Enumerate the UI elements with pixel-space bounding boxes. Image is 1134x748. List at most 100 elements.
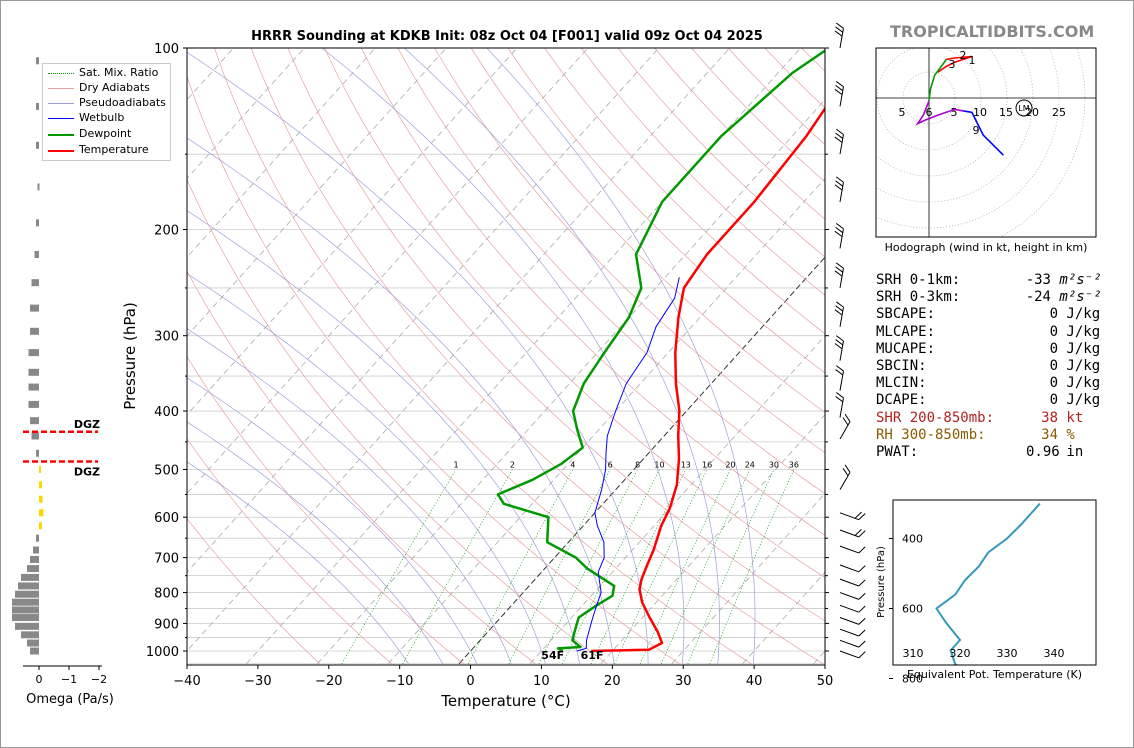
x-tick-label: 40	[746, 674, 763, 689]
stat-label: MLCIN:	[876, 375, 927, 392]
mixing-ratio-line	[467, 469, 574, 664]
wind-barb	[834, 262, 844, 289]
wind-barb-flag	[835, 335, 844, 342]
wind-barbs	[834, 22, 866, 659]
mixing-ratio-line	[687, 469, 775, 664]
hodograph-height-label: 2	[960, 49, 967, 62]
omega-bar	[28, 368, 39, 376]
stat-row: PWAT: 0.96 in	[876, 444, 1102, 461]
theta-e-y-tick-label: 400	[902, 533, 923, 546]
skewt-plot-frame	[186, 47, 826, 666]
theta-e-y-tick-label: 600	[902, 603, 923, 616]
storm-motion-lm-label: LM	[1018, 104, 1029, 113]
dry-adiabat-line	[360, 48, 825, 536]
stat-unit: %	[1058, 426, 1075, 443]
storm-motion-marker	[1015, 99, 1033, 117]
wind-barb-flag	[835, 22, 844, 29]
omega-bar	[36, 219, 39, 227]
hodograph-trace	[937, 55, 973, 73]
mixing-ratio-label: 8	[635, 460, 640, 469]
omega-bar	[27, 565, 39, 573]
wind-barb-staff	[839, 268, 844, 289]
wind-barb-staff	[839, 370, 844, 391]
stat-value: 0	[1049, 323, 1058, 340]
pseudoadiabat-line	[187, 328, 512, 664]
omega-bar	[12, 598, 39, 606]
hodograph-ring-label: 20	[1025, 106, 1039, 119]
mixing-ratio-line	[639, 469, 731, 664]
dry-adiabat-line	[187, 178, 608, 665]
dgz-label: DGZ	[74, 418, 100, 431]
hodograph-ring-label: 25	[1052, 106, 1066, 119]
stat-label: MLCAPE:	[876, 323, 936, 340]
pseudoadiabat-line	[187, 461, 409, 664]
hodograph-trace	[928, 58, 947, 101]
surface-dewpoint-label: 54F	[541, 649, 564, 662]
wind-barb	[834, 81, 844, 107]
hodograph-ring-label: 15	[999, 106, 1013, 119]
x-axis-title: Temperature (°C)	[440, 692, 570, 710]
wind-barb	[839, 545, 866, 554]
omega-bar	[30, 555, 39, 563]
wind-barb-flag	[835, 226, 844, 234]
theta-e-tick-label: 310	[903, 647, 924, 660]
mixing-ratio-label: 30	[769, 460, 779, 469]
wind-barb-staff	[839, 628, 859, 637]
hodograph-height-label: 6	[926, 106, 933, 119]
wind-barb-flag	[835, 266, 844, 273]
legend-swatch-mixratio	[48, 73, 74, 74]
pseudoadiabat-line	[187, 421, 444, 664]
stat-unit: J/kg	[1058, 375, 1101, 392]
omega-bar	[31, 432, 39, 440]
x-tick-label: −40	[173, 674, 200, 689]
theta-e-xlabel: Equivalent Pot. Temperature (K)	[906, 668, 1083, 681]
omega-bar	[30, 647, 39, 655]
wind-barb-flag	[842, 468, 849, 477]
wind-barb-flag	[858, 592, 866, 600]
wind-barb-staff	[839, 228, 844, 249]
stat-value: 0	[1049, 392, 1058, 409]
wind-barb	[839, 639, 866, 648]
y-tick-label: 700	[154, 552, 179, 567]
omega-bar	[36, 534, 39, 542]
wind-barb-staff	[839, 472, 851, 490]
wind-barb-flag	[835, 339, 844, 346]
omega-bar	[28, 349, 39, 357]
dry-adiabat-line	[544, 48, 825, 335]
isotherm-line	[316, 99, 825, 665]
mixing-ratio-label: 2	[510, 460, 515, 469]
mixing-ratio-line	[402, 469, 513, 664]
pseudoadiabat-line	[187, 273, 546, 664]
omega-bar	[39, 481, 42, 489]
stat-row: SBCIN: 0 J/kg	[876, 358, 1102, 375]
pseudoadiabat-line	[187, 377, 478, 664]
wind-barb	[834, 22, 844, 49]
pseudoadiabat-line	[187, 51, 649, 664]
mixing-ratio-line	[538, 469, 639, 664]
theta-e-y-title: Pressure (hPa)	[876, 546, 887, 618]
wind-barb-staff	[839, 86, 844, 107]
mixing-ratio-label: 20	[725, 460, 735, 469]
wind-barb	[839, 628, 866, 637]
wind-barb-flag	[835, 223, 844, 230]
stat-value: 34	[1041, 426, 1058, 443]
wind-barb-flag	[835, 305, 844, 312]
wind-barb	[835, 392, 844, 418]
wind-barb-flag	[835, 180, 844, 187]
wind-barb-flag	[835, 262, 844, 269]
wind-barb	[834, 176, 844, 203]
wind-barb-flag	[835, 81, 844, 88]
wind-barb-staff	[839, 545, 859, 554]
wind-barb	[839, 511, 866, 521]
hodograph-trace	[963, 110, 1004, 156]
dry-adiabat-line	[324, 48, 825, 579]
legend-item: Pseudoadiabats	[79, 96, 166, 109]
stat-unit: J/kg	[1058, 357, 1101, 374]
stat-row: MLCAPE: 0 J/kg	[876, 324, 1102, 341]
mixing-ratio-label: 24	[745, 460, 755, 469]
wind-barb	[839, 413, 851, 440]
wind-barb-flag	[835, 132, 844, 139]
wind-barb-flag	[858, 640, 866, 648]
mixing-ratio-label: 6	[608, 460, 613, 469]
